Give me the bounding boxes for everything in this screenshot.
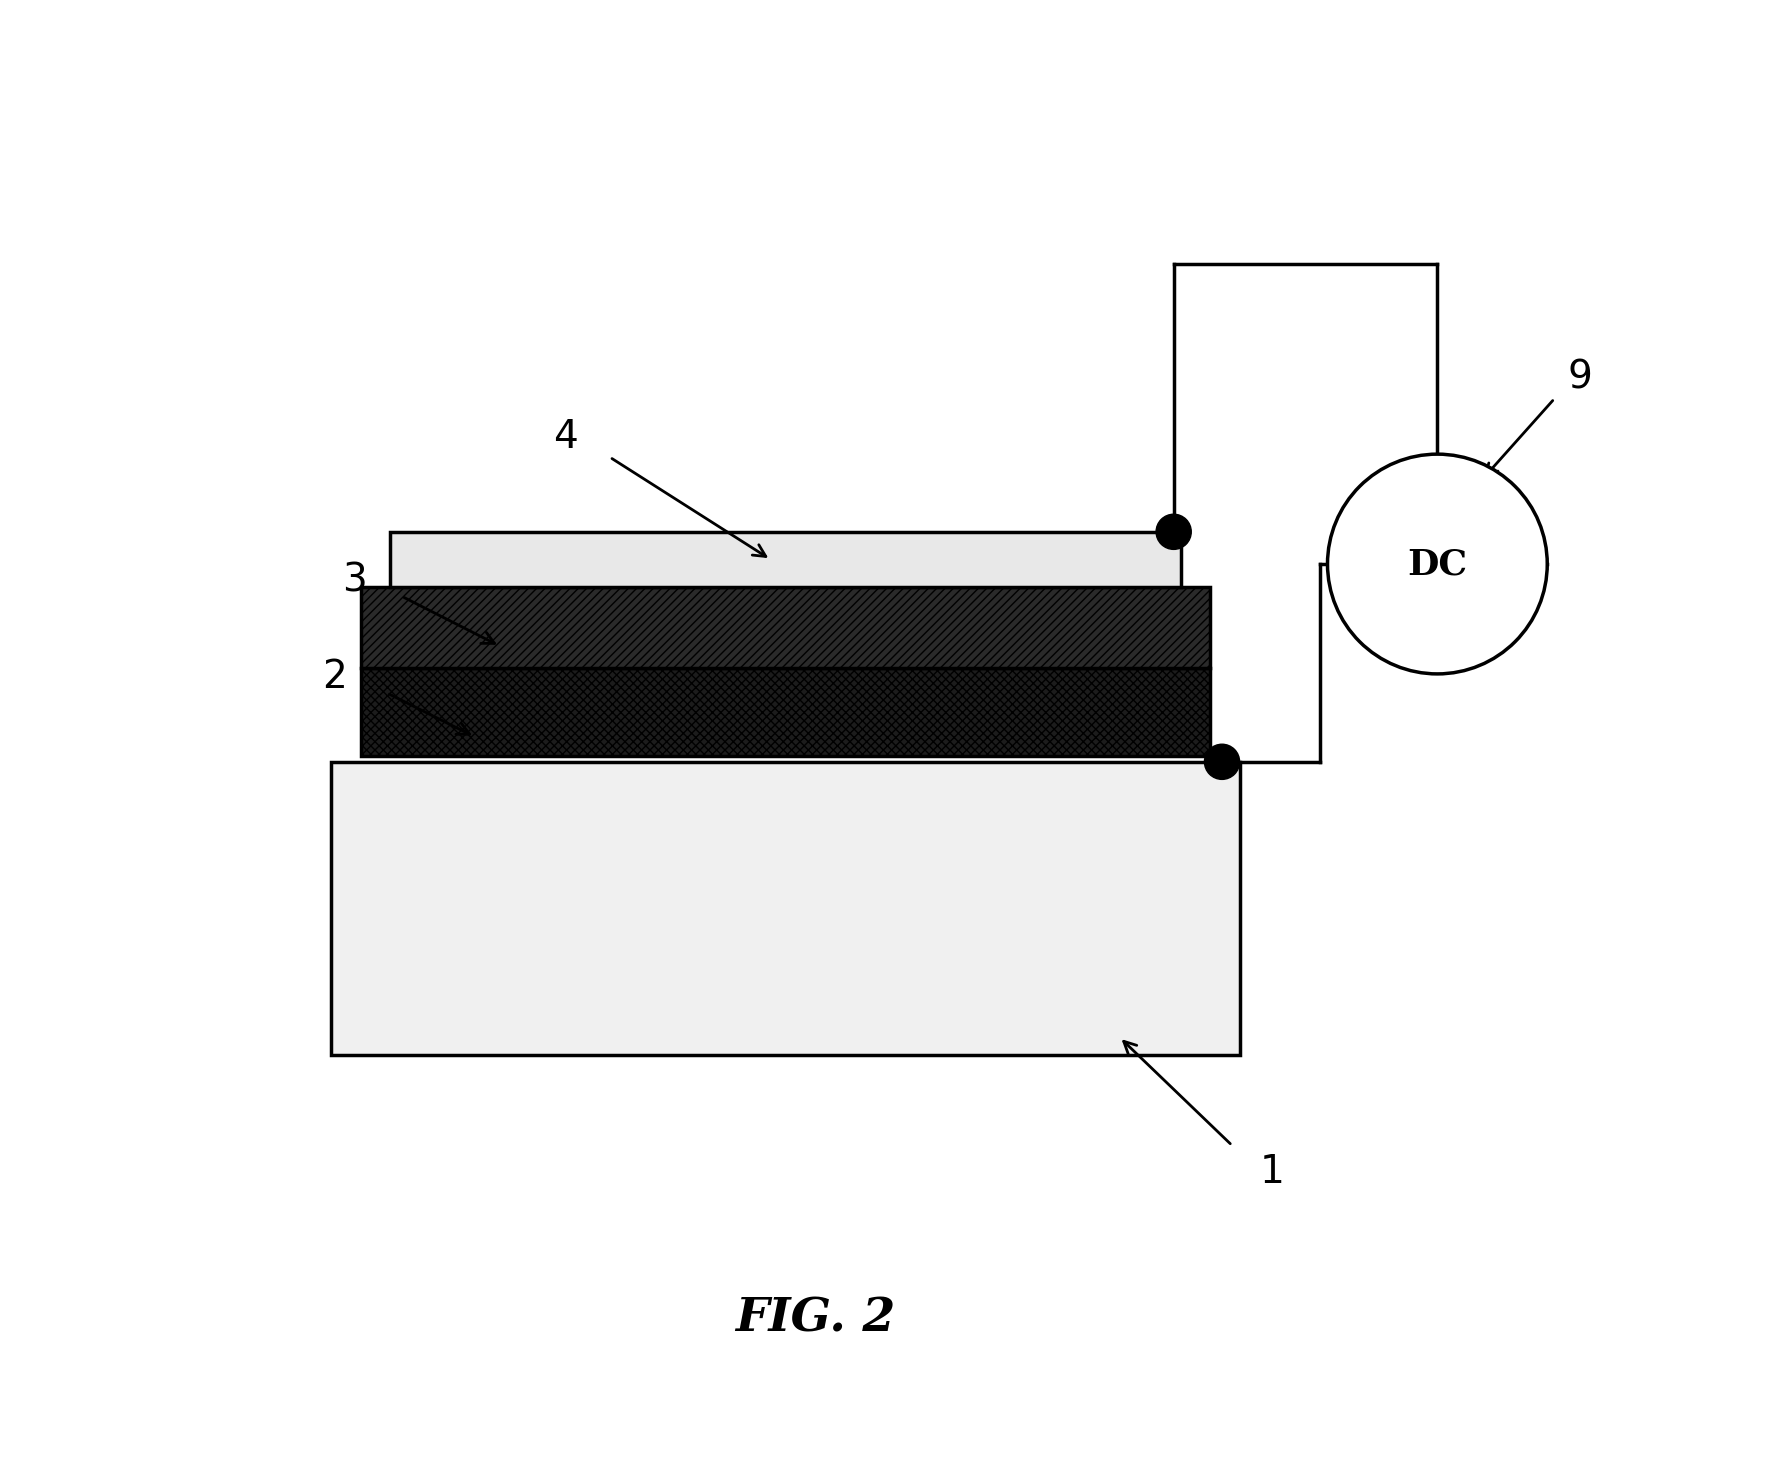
Text: 3: 3: [343, 561, 368, 599]
Text: 2: 2: [321, 658, 346, 696]
Text: 1: 1: [1259, 1153, 1284, 1191]
Text: 9: 9: [1566, 359, 1591, 397]
Bar: [332, 762, 1240, 1055]
Circle shape: [1327, 454, 1547, 674]
Bar: [361, 587, 1209, 668]
Text: DC: DC: [1407, 546, 1467, 582]
Text: 4: 4: [554, 418, 577, 456]
Bar: [361, 668, 1209, 756]
Circle shape: [1204, 744, 1240, 779]
Text: FIG. 2: FIG. 2: [735, 1295, 895, 1342]
Circle shape: [1156, 514, 1192, 549]
Bar: [391, 532, 1181, 587]
